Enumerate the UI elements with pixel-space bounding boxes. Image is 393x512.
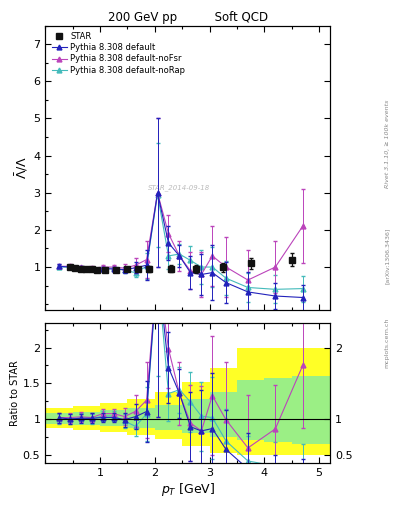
Y-axis label: Ratio to STAR: Ratio to STAR (10, 360, 20, 426)
Text: Rivet 3.1.10, ≥ 100k events: Rivet 3.1.10, ≥ 100k events (385, 99, 389, 187)
Text: mcplots.cern.ch: mcplots.cern.ch (385, 318, 389, 368)
Title: 200 GeV pp          Soft QCD: 200 GeV pp Soft QCD (108, 11, 268, 25)
Text: [arXiv:1306.3436]: [arXiv:1306.3436] (385, 228, 389, 284)
Text: STAR_2014-09-18: STAR_2014-09-18 (148, 184, 210, 191)
Y-axis label: $\bar{\Lambda}/\Lambda$: $\bar{\Lambda}/\Lambda$ (14, 156, 30, 179)
Legend: STAR, Pythia 8.308 default, Pythia 8.308 default-noFsr, Pythia 8.308 default-noR: STAR, Pythia 8.308 default, Pythia 8.308… (50, 30, 188, 77)
X-axis label: $p_{T}$ [GeV]: $p_{T}$ [GeV] (160, 481, 215, 498)
